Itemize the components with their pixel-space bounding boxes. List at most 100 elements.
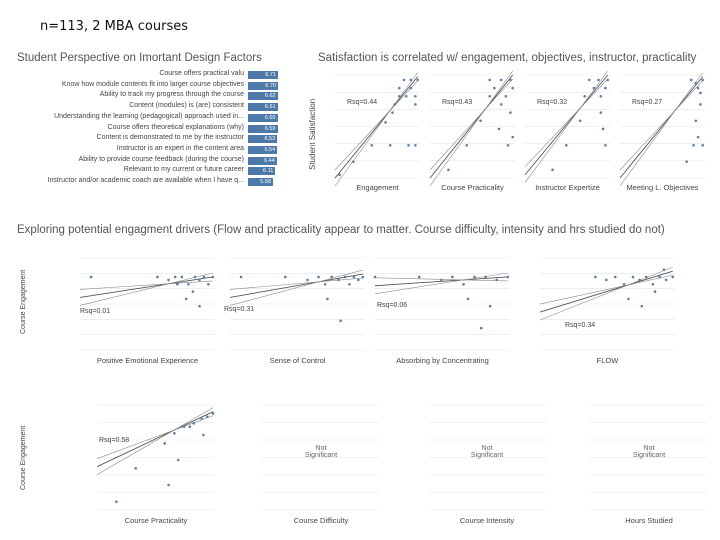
- bar-label-5: Course offers theoretical explanations (…: [107, 123, 244, 131]
- data-point: [370, 144, 374, 147]
- data-point: [134, 467, 137, 470]
- data-point: [414, 103, 417, 106]
- confidence-band-lower: [374, 272, 508, 295]
- trend-line: [374, 276, 508, 287]
- data-point: [504, 94, 508, 98]
- xlabel-drv-1: Sense of Control: [269, 356, 326, 365]
- data-point: [506, 144, 510, 147]
- data-point: [465, 144, 469, 147]
- data-point: [662, 268, 666, 271]
- data-point: [202, 275, 206, 279]
- xlabel-drv-7: Hours Studied: [625, 516, 673, 525]
- bar-9: [248, 167, 276, 176]
- data-point: [393, 103, 397, 106]
- bar-value-10: 5.58: [260, 179, 271, 185]
- data-point: [404, 94, 408, 98]
- bar-value-4: 6.60: [264, 114, 276, 121]
- trend-line: [334, 76, 419, 179]
- confidence-band-lower: [429, 70, 513, 187]
- xlabel-sat-1: Course Practicality: [441, 183, 504, 192]
- confidence-band-lower: [96, 407, 214, 475]
- data-point: [173, 275, 177, 279]
- data-point: [211, 412, 215, 415]
- data-point: [343, 275, 347, 279]
- bar-8: [248, 156, 277, 165]
- bar-2: [248, 92, 278, 101]
- data-point: [361, 275, 365, 279]
- xlabel-drv-5: Course Difficulty: [293, 516, 349, 525]
- xlabel-drv-2: Absorbing by Concentrating: [396, 356, 489, 365]
- scatter-plot-sat-2: [524, 70, 610, 183]
- confidence-band-lower: [79, 272, 213, 306]
- data-point: [651, 282, 655, 286]
- data-point: [173, 432, 176, 435]
- rsq-sat-3: Rsq=0.27: [632, 99, 663, 106]
- confidence-band-upper: [524, 78, 608, 167]
- data-point: [180, 275, 184, 279]
- xlabel-sat-0: Engagement: [356, 183, 399, 192]
- bar-label-2: Ability to track my progress through the…: [99, 91, 244, 99]
- data-point: [373, 275, 377, 279]
- bar-label-10: Instructor and/or academic coach are ava…: [47, 177, 245, 184]
- xlabel-drv-0: Positive Emotional Experience: [96, 356, 199, 365]
- data-point: [488, 304, 492, 308]
- data-point: [398, 94, 401, 98]
- data-point: [599, 111, 603, 114]
- data-point: [479, 119, 482, 123]
- bar-label-8: Ability to provide course feedback (duri…: [78, 155, 244, 163]
- bar-label-3: Content (modules) is (are) consistent: [129, 102, 244, 110]
- data-point: [205, 415, 209, 418]
- data-point: [388, 144, 392, 147]
- data-point: [497, 127, 501, 131]
- data-point: [89, 275, 93, 279]
- trend-line: [539, 270, 673, 313]
- data-point: [664, 278, 668, 282]
- data-point: [484, 275, 487, 279]
- data-point: [284, 275, 287, 279]
- data-point: [338, 173, 341, 177]
- data-point: [509, 111, 512, 114]
- data-point: [601, 127, 605, 131]
- satisfaction-ylabel: Student Satisfaction: [308, 98, 317, 170]
- bar-label-7: Instructor is an expert in the content a…: [116, 144, 244, 152]
- scatter-plot-drv-5: [262, 404, 380, 511]
- data-point: [653, 290, 657, 293]
- bar-label-4: Understanding the learning (pedagogical)…: [54, 112, 244, 120]
- scatter-plot-drv-2: [373, 257, 510, 351]
- data-point: [398, 86, 401, 90]
- bar-value-2: 6.62: [264, 93, 276, 100]
- rsq-drv-0: Rsq=0.01: [80, 308, 111, 315]
- data-point: [699, 91, 702, 95]
- data-point: [640, 304, 644, 308]
- data-point: [671, 275, 675, 279]
- data-point: [402, 78, 406, 82]
- confidence-band-lower: [229, 269, 363, 306]
- trend-line: [229, 273, 363, 298]
- data-point: [414, 94, 417, 98]
- data-point: [451, 275, 454, 279]
- data-point: [627, 297, 630, 301]
- data-point: [187, 282, 190, 286]
- data-point: [407, 144, 410, 147]
- bar-value-5: 6.59: [264, 125, 276, 132]
- data-point: [495, 278, 499, 282]
- trend-line: [429, 74, 514, 179]
- scatter-plot-drv-6: [428, 404, 546, 511]
- bar-label-0: Course offers practical valu: [159, 70, 244, 77]
- data-point: [417, 275, 421, 279]
- data-point: [323, 282, 327, 286]
- data-point: [565, 144, 568, 147]
- data-point: [211, 275, 215, 279]
- data-point: [352, 160, 355, 163]
- bar-5: [248, 124, 278, 133]
- data-point: [306, 278, 309, 282]
- data-point: [193, 275, 197, 279]
- confidence-band-upper: [229, 277, 363, 290]
- bar-value-3: 6.61: [264, 104, 276, 111]
- data-point: [694, 119, 698, 123]
- trend-line: [619, 76, 704, 179]
- data-point: [202, 433, 205, 437]
- xlabel-drv-6: Course Intensity: [459, 516, 515, 525]
- xlabel-sat-3: Meeting L. Objectives: [626, 183, 699, 192]
- data-point: [416, 78, 420, 82]
